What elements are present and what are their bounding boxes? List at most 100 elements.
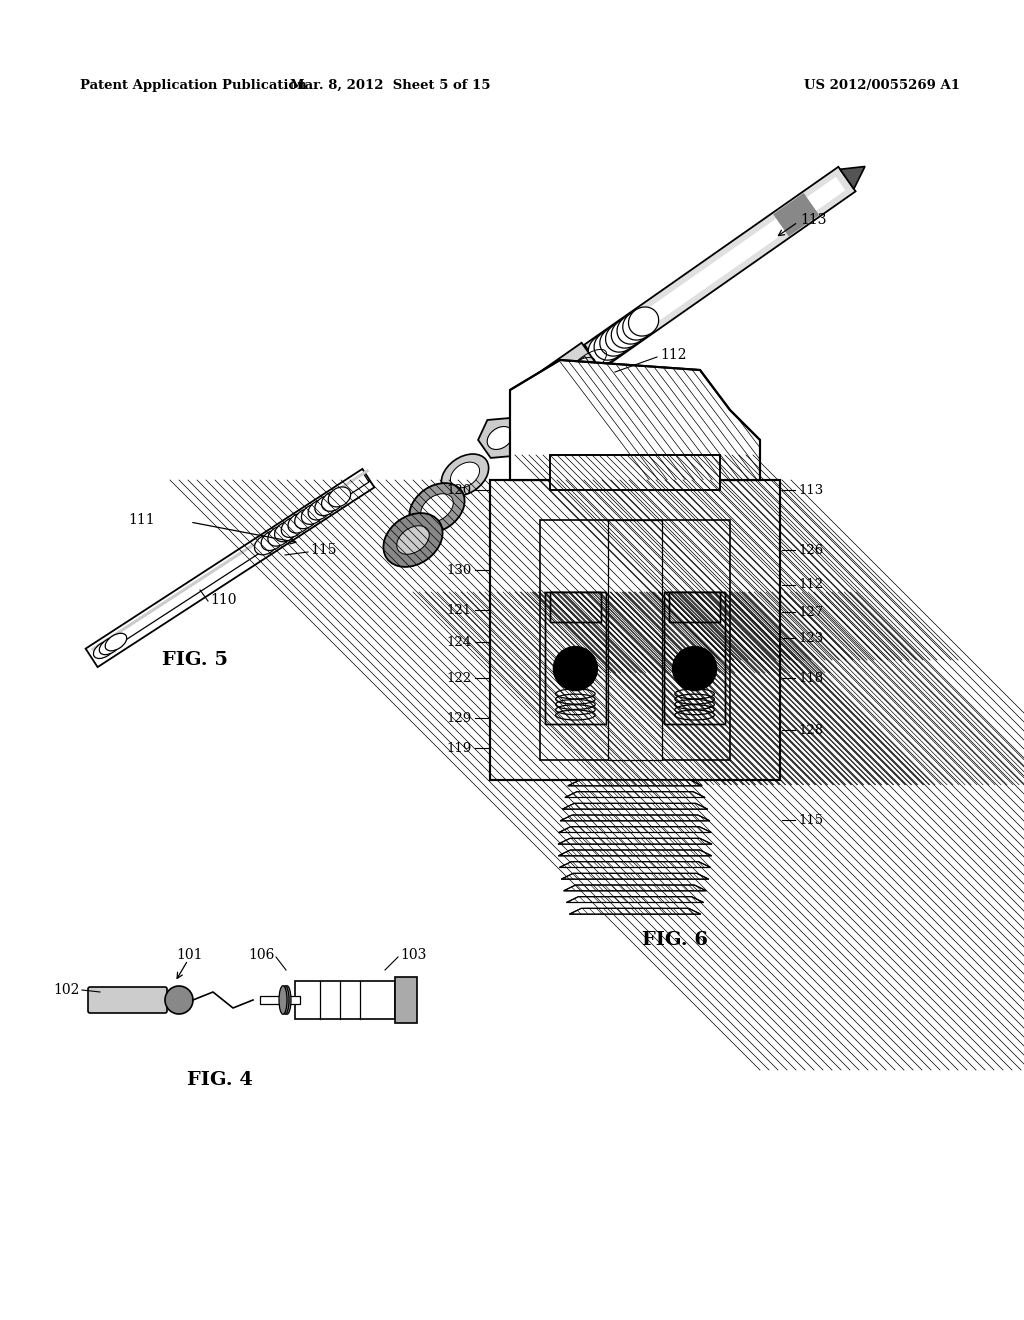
Polygon shape: [558, 838, 712, 845]
Ellipse shape: [605, 323, 636, 352]
Ellipse shape: [600, 327, 630, 356]
Ellipse shape: [254, 535, 276, 554]
Polygon shape: [567, 780, 702, 785]
Bar: [490, 480, 780, 780]
Text: 124: 124: [446, 635, 472, 648]
Ellipse shape: [281, 986, 289, 1014]
Polygon shape: [478, 418, 522, 458]
Text: 122: 122: [446, 672, 472, 685]
Text: FIG. 5: FIG. 5: [162, 651, 228, 669]
Ellipse shape: [451, 462, 479, 488]
Ellipse shape: [279, 986, 287, 1014]
Ellipse shape: [99, 638, 121, 655]
Ellipse shape: [623, 312, 653, 341]
Ellipse shape: [594, 331, 625, 360]
Text: 106: 106: [249, 948, 275, 962]
Polygon shape: [86, 469, 375, 667]
Circle shape: [553, 647, 597, 690]
Polygon shape: [558, 850, 712, 855]
Bar: [395, 977, 417, 1023]
Ellipse shape: [629, 308, 658, 337]
Polygon shape: [569, 908, 700, 915]
Text: 128: 128: [798, 723, 823, 737]
Ellipse shape: [441, 454, 488, 496]
Bar: [545, 591, 606, 723]
Bar: [490, 480, 780, 780]
Polygon shape: [840, 166, 865, 189]
Polygon shape: [563, 884, 707, 891]
Bar: [550, 455, 720, 490]
Text: 115: 115: [310, 543, 337, 557]
Ellipse shape: [396, 525, 429, 554]
Polygon shape: [91, 469, 370, 651]
Text: 113: 113: [798, 483, 823, 496]
Ellipse shape: [93, 642, 115, 659]
Text: 112: 112: [798, 578, 823, 591]
Ellipse shape: [487, 426, 513, 450]
Polygon shape: [560, 814, 710, 821]
Circle shape: [673, 647, 717, 690]
Polygon shape: [561, 874, 709, 879]
Bar: [670, 591, 720, 622]
Ellipse shape: [282, 517, 304, 537]
Ellipse shape: [589, 335, 618, 364]
Ellipse shape: [268, 527, 290, 546]
Text: Mar. 8, 2012  Sheet 5 of 15: Mar. 8, 2012 Sheet 5 of 15: [290, 78, 490, 91]
Bar: [295, 981, 395, 1019]
Text: 127: 127: [798, 606, 823, 619]
Text: 101: 101: [177, 948, 203, 962]
Bar: [665, 591, 725, 723]
Circle shape: [165, 986, 193, 1014]
Text: FIG. 6: FIG. 6: [642, 931, 708, 949]
Ellipse shape: [261, 531, 284, 550]
Polygon shape: [559, 862, 711, 867]
Polygon shape: [585, 166, 856, 370]
Ellipse shape: [617, 315, 647, 345]
Text: 120: 120: [446, 483, 472, 496]
Ellipse shape: [383, 513, 442, 566]
Bar: [550, 591, 601, 622]
Polygon shape: [566, 896, 703, 903]
Polygon shape: [510, 360, 760, 480]
Ellipse shape: [295, 508, 317, 529]
Ellipse shape: [308, 500, 331, 520]
Bar: [550, 455, 720, 490]
Polygon shape: [562, 804, 708, 809]
Bar: [608, 520, 662, 760]
Polygon shape: [773, 193, 819, 236]
Polygon shape: [524, 343, 606, 417]
Polygon shape: [595, 177, 846, 359]
Ellipse shape: [314, 495, 337, 516]
Text: 110: 110: [210, 593, 237, 607]
Text: FIG. 4: FIG. 4: [187, 1071, 253, 1089]
Bar: [670, 591, 720, 622]
Polygon shape: [559, 826, 712, 833]
Text: 112: 112: [660, 348, 686, 362]
Text: 118: 118: [798, 672, 823, 685]
Ellipse shape: [329, 487, 350, 507]
Text: 113: 113: [800, 213, 826, 227]
Text: 123: 123: [798, 631, 823, 644]
Text: 103: 103: [400, 948, 426, 962]
Text: 111: 111: [128, 513, 155, 527]
Bar: [545, 591, 606, 723]
Text: 115: 115: [798, 813, 823, 826]
Bar: [550, 591, 601, 622]
Text: 102: 102: [53, 983, 80, 997]
Ellipse shape: [410, 483, 465, 533]
FancyBboxPatch shape: [88, 987, 167, 1012]
Text: 130: 130: [446, 564, 472, 577]
Bar: [260, 997, 300, 1005]
Text: 129: 129: [446, 711, 472, 725]
Bar: [665, 591, 725, 723]
Ellipse shape: [105, 634, 127, 651]
Polygon shape: [95, 474, 369, 656]
Ellipse shape: [301, 504, 324, 524]
Polygon shape: [565, 792, 706, 797]
Bar: [540, 520, 730, 760]
Ellipse shape: [283, 986, 291, 1014]
Text: 126: 126: [798, 544, 823, 557]
Ellipse shape: [611, 319, 641, 348]
Ellipse shape: [322, 491, 344, 511]
Ellipse shape: [421, 494, 454, 523]
